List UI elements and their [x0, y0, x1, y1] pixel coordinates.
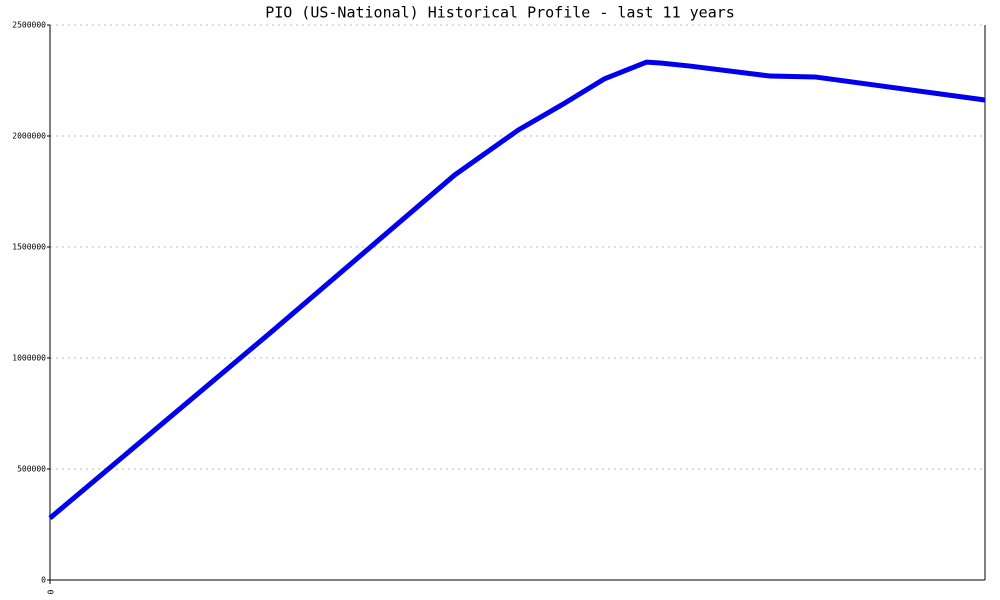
y-tick-label: 0: [41, 576, 46, 585]
y-tick-label: 1500000: [12, 243, 46, 252]
y-tick-label: 1000000: [12, 354, 46, 363]
x-tick-label: 0: [46, 590, 55, 595]
y-tick-label: 2500000: [12, 21, 46, 30]
chart-title: PIO (US-National) Historical Profile - l…: [265, 4, 735, 22]
y-tick-label: 2000000: [12, 132, 46, 141]
line-series: [48, 59, 986, 520]
y-tick-label: 500000: [17, 465, 46, 474]
